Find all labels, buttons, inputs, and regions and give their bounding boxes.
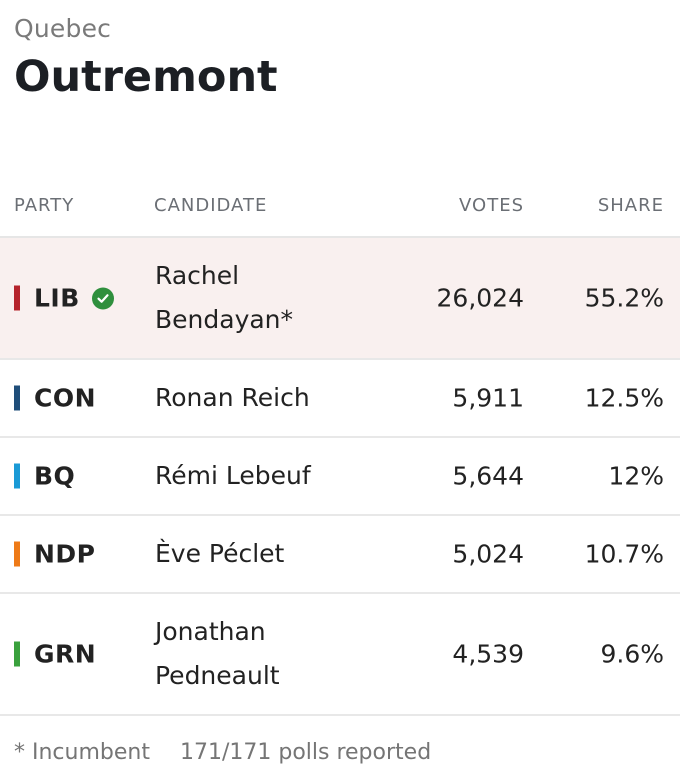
column-header-candidate: CANDIDATE bbox=[154, 195, 268, 216]
party-cell: CON bbox=[14, 384, 96, 413]
vote-count: 5,024 bbox=[452, 539, 524, 569]
party-cell: GRN bbox=[14, 640, 96, 669]
vote-share: 10.7% bbox=[584, 539, 664, 569]
vote-count: 5,911 bbox=[452, 383, 524, 413]
vote-share: 9.6% bbox=[600, 639, 664, 669]
candidate-name: Rémi Lebeuf bbox=[155, 461, 311, 490]
party-abbreviation: LIB bbox=[34, 283, 80, 313]
candidate-name: Ronan Reich bbox=[155, 383, 310, 412]
vote-share: 12% bbox=[608, 461, 664, 491]
candidate-name: Ève Péclet bbox=[155, 539, 285, 568]
check-circle-icon bbox=[91, 287, 114, 309]
vote-count: 5,644 bbox=[452, 461, 524, 491]
polls-reported: 171/171 polls reported bbox=[179, 740, 432, 765]
party-abbreviation: CON bbox=[34, 383, 97, 413]
party-abbreviation: NDP bbox=[34, 539, 96, 569]
party-color-swatch bbox=[14, 285, 20, 311]
party-cell: LIB bbox=[14, 284, 114, 313]
vote-count: 4,539 bbox=[452, 639, 524, 669]
column-header-party: PARTY bbox=[14, 195, 75, 216]
province-label: Quebec bbox=[14, 14, 112, 43]
table-row: NDP Ève Péclet 5,024 10.7% bbox=[0, 516, 680, 594]
table-header: PARTY CANDIDATE VOTES SHARE bbox=[0, 180, 680, 238]
party-cell: BQ bbox=[14, 462, 75, 491]
riding-title: Outremont bbox=[14, 52, 278, 102]
table-row: LIB Rachel Bendayan* 26,024 55.2% bbox=[0, 238, 680, 360]
party-cell: NDP bbox=[14, 540, 96, 569]
vote-share: 55.2% bbox=[584, 283, 664, 313]
vote-count: 26,024 bbox=[436, 283, 524, 313]
table-row: CON Ronan Reich 5,911 12.5% bbox=[0, 360, 680, 438]
results-footer: * Incumbent 171/171 polls reported bbox=[14, 740, 431, 765]
table-row: BQ Rémi Lebeuf 5,644 12% bbox=[0, 438, 680, 516]
incumbent-note: * Incumbent bbox=[14, 740, 150, 765]
column-header-share: SHARE bbox=[597, 195, 664, 216]
party-abbreviation: BQ bbox=[34, 461, 76, 491]
table-row: GRN Jonathan Pedneault 4,539 9.6% bbox=[0, 594, 680, 716]
candidate-name: Rachel Bendayan* bbox=[155, 261, 294, 334]
party-color-swatch bbox=[14, 541, 20, 567]
candidate-name: Jonathan Pedneault bbox=[155, 617, 280, 690]
party-color-swatch bbox=[14, 385, 20, 411]
party-color-swatch bbox=[14, 463, 20, 489]
results-table: PARTY CANDIDATE VOTES SHARE LIB Rachel B… bbox=[0, 180, 680, 716]
column-header-votes: VOTES bbox=[459, 195, 524, 216]
party-color-swatch bbox=[14, 641, 20, 667]
party-abbreviation: GRN bbox=[34, 639, 97, 669]
vote-share: 12.5% bbox=[584, 383, 664, 413]
